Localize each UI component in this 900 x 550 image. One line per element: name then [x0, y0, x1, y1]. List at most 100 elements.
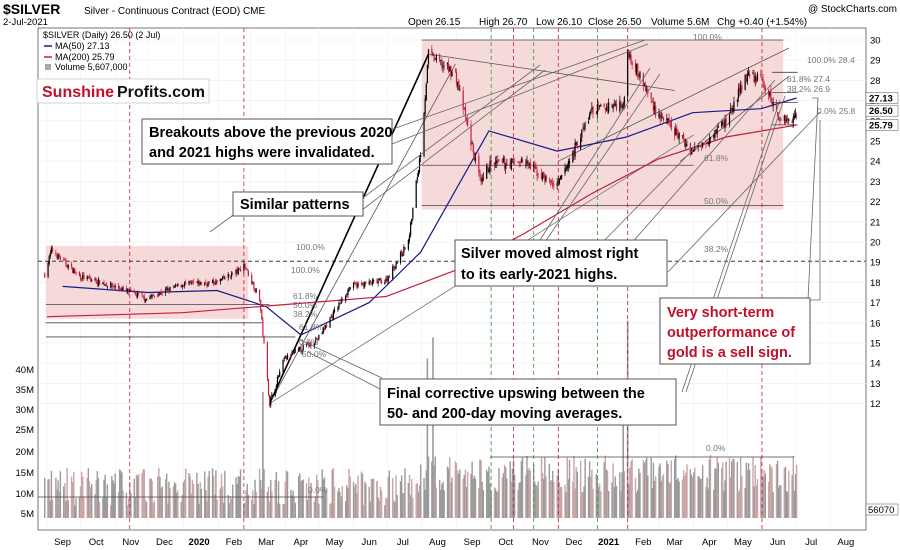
- volume-bar: [67, 500, 69, 518]
- price-candle: [440, 59, 442, 62]
- price-candle: [363, 283, 365, 288]
- volume-bar: [708, 459, 711, 518]
- volume-bar: [51, 499, 54, 518]
- volume-bar: [229, 496, 232, 518]
- volume-bar: [595, 473, 598, 518]
- volume-bar: [165, 473, 168, 518]
- volume-bar: [470, 474, 472, 518]
- price-candle: [229, 276, 232, 278]
- volume-bar: [103, 479, 105, 518]
- month-axis-label: May: [326, 537, 344, 548]
- price-candle: [561, 174, 563, 179]
- volume-bar: [760, 456, 762, 518]
- volume-bar: [152, 502, 154, 518]
- volume-bar: [385, 497, 387, 518]
- volume-bar: [579, 460, 582, 518]
- volume-bar: [182, 482, 185, 518]
- volume-bar: [50, 470, 53, 518]
- fib-label: 50.0%: [302, 349, 327, 359]
- volume-bar: [591, 469, 593, 518]
- volume-bar: [149, 478, 151, 518]
- price-candle: [373, 280, 375, 282]
- volume-bar: [745, 462, 747, 518]
- price-candle: [294, 349, 296, 351]
- price-candle: [410, 222, 412, 236]
- price-candle: [793, 115, 795, 119]
- volume-bar: [459, 469, 461, 518]
- volume-axis-label: 35M: [16, 385, 35, 396]
- price-candle: [176, 285, 178, 287]
- volume-bar: [231, 484, 234, 518]
- volume-bar: [525, 475, 527, 518]
- price-candle: [216, 280, 218, 282]
- price-candle: [213, 279, 215, 284]
- price-candle: [274, 389, 276, 396]
- price-candle: [536, 170, 538, 177]
- volume-bar: [247, 494, 250, 518]
- volume-bar: [628, 484, 630, 518]
- pointer-line: [361, 69, 546, 211]
- price-candle: [317, 339, 319, 340]
- price-candle: [144, 299, 147, 302]
- volume-bar: [403, 493, 405, 518]
- price-candle: [96, 282, 98, 285]
- volume-bar: [732, 458, 734, 518]
- price-candle: [159, 292, 161, 295]
- volume-bar: [620, 491, 622, 518]
- volume-bar: [102, 497, 104, 518]
- price-candle: [525, 163, 527, 165]
- price-candle: [326, 324, 328, 327]
- volume-bar: [697, 476, 699, 518]
- price-candle: [122, 287, 124, 290]
- price-candle: [293, 351, 295, 354]
- close-tag-box: [865, 104, 899, 117]
- volume-bar: [778, 487, 780, 518]
- price-candle: [791, 121, 793, 123]
- price-candle: [291, 352, 293, 356]
- volume-bar: [412, 497, 414, 518]
- price-candle: [565, 167, 567, 171]
- price-candle: [540, 173, 543, 180]
- price-candle: [605, 107, 608, 111]
- volume-bar: [347, 488, 349, 518]
- volume-bar: [199, 482, 201, 518]
- price-candle: [426, 64, 428, 83]
- price-candle: [51, 247, 54, 252]
- volume-bar: [724, 480, 726, 518]
- volume-bar: [371, 479, 374, 518]
- volume-bar: [285, 470, 288, 518]
- price-candle: [198, 281, 200, 286]
- volume-bar: [543, 478, 545, 518]
- volume-bar: [615, 485, 618, 518]
- volume-bar: [723, 490, 725, 518]
- price-candle: [535, 166, 537, 169]
- volume-bar: [290, 489, 292, 518]
- volume-bar: [106, 484, 109, 518]
- price-candle: [788, 119, 790, 121]
- price-candle: [89, 278, 92, 280]
- fib-label: 38.2%: [293, 309, 318, 319]
- legend-volume: Volume 5,607,000: [55, 62, 128, 72]
- month-axis-label: Feb: [226, 537, 242, 548]
- fib-label: 100.0%: [291, 265, 320, 275]
- volume-bar: [191, 479, 194, 518]
- price-candle: [762, 79, 764, 84]
- callout-line: to its early-2021 highs.: [461, 267, 617, 283]
- ohlc-open: Open 26.15: [408, 17, 461, 28]
- volume-bar: [454, 461, 457, 518]
- volume-bar: [685, 472, 687, 518]
- price-candle: [572, 151, 574, 163]
- price-candle: [271, 394, 273, 399]
- volume-bar: [349, 476, 351, 518]
- volume-bar: [126, 505, 129, 518]
- price-candle: [258, 289, 261, 301]
- volume-bar: [142, 469, 144, 518]
- price-candle: [47, 263, 49, 277]
- volume-bar: [47, 479, 49, 518]
- volume-bar: [558, 481, 561, 518]
- volume-bar: [332, 467, 335, 518]
- price-candle: [387, 276, 389, 282]
- volume-bar: [755, 485, 758, 518]
- price-candle: [606, 106, 609, 111]
- candles-layer: [44, 45, 798, 409]
